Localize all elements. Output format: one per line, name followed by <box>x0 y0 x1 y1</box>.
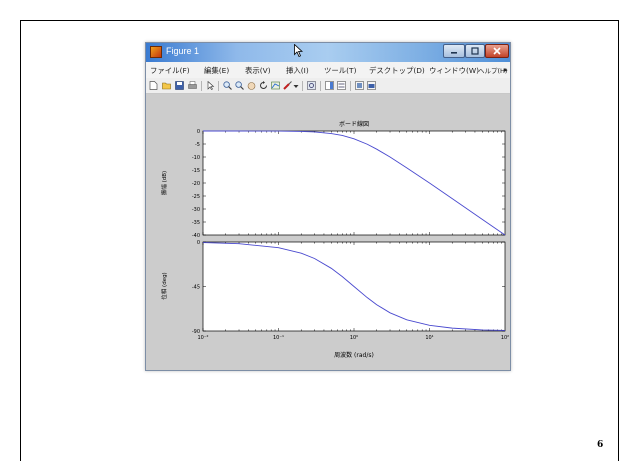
magnitude-series-line <box>203 130 506 236</box>
print-icon[interactable] <box>188 81 197 90</box>
mouse-pointer-icon <box>294 44 303 57</box>
hide-tools-icon[interactable] <box>355 81 364 90</box>
magnitude-y-tick-label: -25 <box>192 194 200 200</box>
brush-icon[interactable] <box>283 81 292 90</box>
slide-page-number: 6 <box>597 440 604 450</box>
brush-dropdown-icon[interactable] <box>293 81 299 90</box>
magnitude-y-tick-label: -15 <box>192 168 200 174</box>
toolbar-separator <box>201 81 202 91</box>
title-bar[interactable]: Figure 1 <box>146 43 510 62</box>
minimize-button[interactable] <box>443 44 465 58</box>
magnitude-y-tick-label: -30 <box>192 207 200 213</box>
zoom-out-icon[interactable] <box>235 81 244 90</box>
x-tick-label: 10⁰ <box>350 335 358 341</box>
menu-tools[interactable]: ツール(T) <box>324 66 357 75</box>
x-axis-label: 周波数 (rad/s) <box>334 351 374 359</box>
link-icon[interactable] <box>307 81 316 90</box>
maximize-button[interactable] <box>465 44 485 58</box>
x-tick-label: 10⁻² <box>197 335 208 341</box>
data-cursor-icon[interactable] <box>271 81 280 90</box>
menu-help[interactable]: ヘルプ(H) <box>478 67 508 75</box>
x-tick-label: 10¹ <box>425 335 433 341</box>
toolbar-separator <box>320 81 321 91</box>
toolbar-separator <box>218 81 219 91</box>
menu-file[interactable]: ファイル(F) <box>150 66 190 75</box>
plot-title: ボード線図 <box>339 120 369 128</box>
menu-insert[interactable]: 挿入(I) <box>286 66 309 75</box>
magnitude-y-tick-label: 0 <box>197 129 200 135</box>
pan-icon[interactable] <box>247 81 256 90</box>
phase-y-tick-label: -90 <box>192 329 200 335</box>
menu-view[interactable]: 表示(V) <box>245 66 271 75</box>
matlab-icon <box>150 46 162 58</box>
rotate-icon[interactable] <box>259 81 268 90</box>
magnitude-y-tick-label: -5 <box>195 142 200 148</box>
magnitude-y-tick-label: -10 <box>192 155 200 161</box>
menu-bar: ファイル(F) 編集(E) 表示(V) 挿入(I) ツール(T) デスクトップ(… <box>146 62 510 78</box>
toolbar-separator <box>302 81 303 91</box>
phase-y-label: 位相 (deg) <box>160 272 168 299</box>
magnitude-y-tick-label: -35 <box>192 220 200 226</box>
x-tick-label: 10² <box>501 335 509 341</box>
legend-icon[interactable] <box>337 81 346 90</box>
bode-plot: ボード線図 周波数 (rad/s) 振幅 (dB) 位相 (deg) 0 -5 -1… <box>160 120 509 359</box>
new-figure-icon[interactable] <box>149 81 158 90</box>
menu-overflow-icon[interactable]: ▸ <box>504 65 508 74</box>
show-tools-icon[interactable] <box>367 81 376 90</box>
magnitude-y-tick-label: -20 <box>192 181 200 187</box>
window-title: Figure 1 <box>166 46 200 56</box>
zoom-in-icon[interactable] <box>223 81 232 90</box>
phase-y-tick-label: 0 <box>197 240 200 246</box>
menu-edit[interactable]: 編集(E) <box>204 66 230 75</box>
x-tick-label: 10⁻¹ <box>273 335 284 341</box>
magnitude-axes <box>202 130 506 236</box>
menu-desktop[interactable]: デスクトップ(D) <box>369 66 425 75</box>
phase-y-tick-label: -45 <box>192 285 200 291</box>
toolbar <box>146 78 510 94</box>
figure-window: Figure 1 ファイル(F) 編集(E) 表示(V) 挿入(I) ツール(T… <box>145 42 511 371</box>
pointer-icon[interactable] <box>206 81 215 90</box>
toolbar-separator <box>350 81 351 91</box>
minimize-icon <box>451 52 457 54</box>
close-button[interactable] <box>485 44 509 58</box>
save-icon[interactable] <box>175 81 184 90</box>
menu-window[interactable]: ウィンドウ(W) <box>429 66 480 75</box>
magnitude-y-tick-label: -40 <box>192 233 200 239</box>
colorbar-icon[interactable] <box>325 81 334 90</box>
open-file-icon[interactable] <box>162 81 171 90</box>
maximize-icon <box>471 47 479 55</box>
magnitude-y-label: 振幅 (dB) <box>160 171 168 195</box>
close-icon <box>493 47 501 55</box>
figure-canvas: ボード線図 周波数 (rad/s) 振幅 (dB) 位相 (deg) 0 -5 -1… <box>146 94 510 370</box>
phase-series-line <box>202 242 506 331</box>
